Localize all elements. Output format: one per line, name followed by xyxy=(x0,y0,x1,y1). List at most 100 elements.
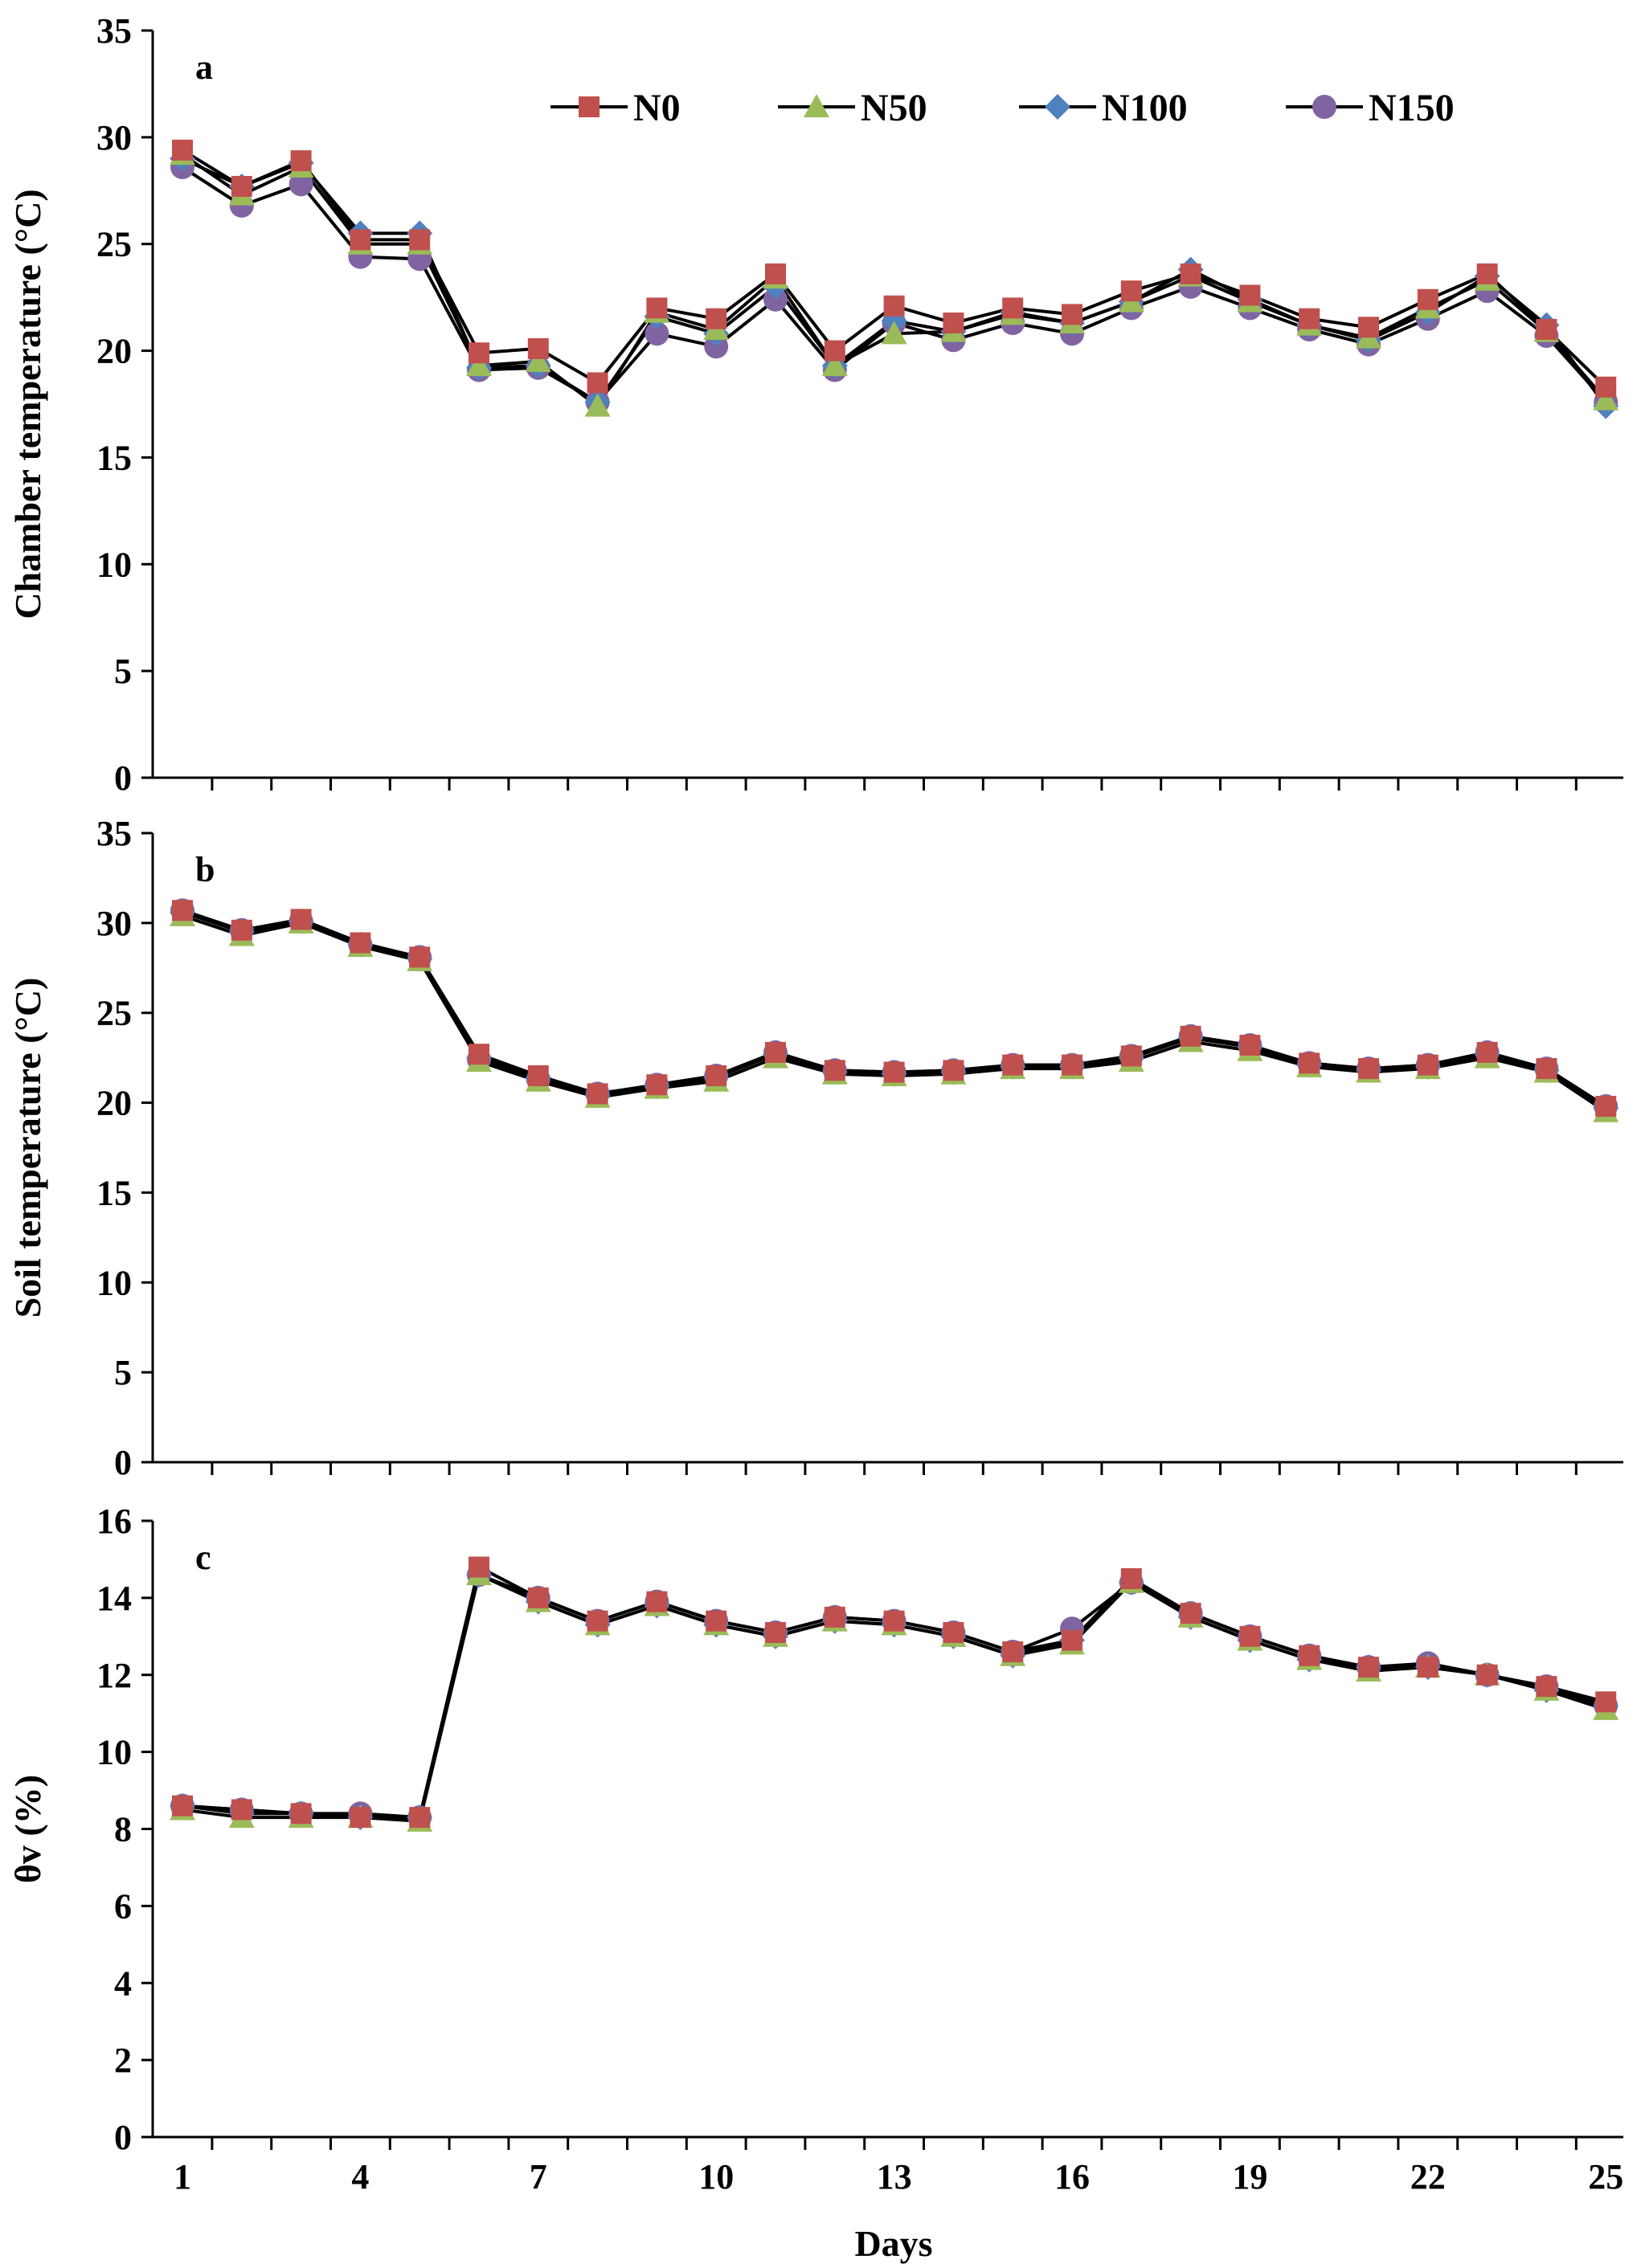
point-N0 xyxy=(943,313,964,334)
point-N0 xyxy=(231,1799,252,1821)
point-N0 xyxy=(1180,1603,1201,1624)
point-N0 xyxy=(1358,1058,1379,1080)
y-tick-label: 15 xyxy=(96,1173,132,1212)
legend-marker-N150 xyxy=(1312,95,1336,119)
point-N0 xyxy=(1536,319,1557,340)
series-markers-N50 xyxy=(170,1562,1619,1832)
y-tick-label: 4 xyxy=(114,1964,132,2003)
y-tick-label: 12 xyxy=(96,1656,132,1695)
x-tick-label: 4 xyxy=(351,2157,369,2196)
x-tick-label: 22 xyxy=(1410,2157,1446,2196)
point-N0 xyxy=(824,1606,845,1628)
series-markers-N100 xyxy=(170,145,1619,419)
series-markers-N0 xyxy=(172,900,1617,1118)
point-N0 xyxy=(1299,308,1320,329)
point-N0 xyxy=(1120,1567,1142,1589)
series-markers-N150 xyxy=(170,1563,1619,1830)
legend-item-N0: N0 xyxy=(550,87,681,129)
point-N0 xyxy=(883,295,905,317)
point-N0 xyxy=(646,1074,668,1096)
point-N0 xyxy=(943,1060,964,1081)
point-N0 xyxy=(409,946,431,968)
point-N0 xyxy=(824,1060,845,1081)
legend-marker-N50 xyxy=(804,94,829,117)
panel-letter: a xyxy=(195,47,213,87)
point-N0 xyxy=(1002,1641,1024,1662)
point-N0 xyxy=(765,1041,786,1063)
point-N0 xyxy=(172,900,193,922)
point-N0 xyxy=(527,1065,549,1087)
point-N0 xyxy=(1536,1058,1557,1080)
point-N0 xyxy=(172,1795,193,1816)
x-tick-label: 7 xyxy=(530,2157,547,2196)
legend-label: N50 xyxy=(861,87,927,129)
point-N0 xyxy=(1299,1645,1320,1666)
point-N0 xyxy=(587,372,608,394)
point-N0 xyxy=(1417,288,1439,310)
legend-label: N150 xyxy=(1369,87,1455,129)
point-N0 xyxy=(409,229,431,251)
legend-item-N100: N100 xyxy=(1019,87,1188,129)
point-N0 xyxy=(231,175,252,197)
point-N0 xyxy=(172,139,193,161)
y-tick-label: 8 xyxy=(114,1810,132,1849)
point-N0 xyxy=(1120,1045,1142,1067)
series-markers-N100 xyxy=(170,1562,1619,1831)
series-markers-N100 xyxy=(170,899,1619,1122)
point-N150 xyxy=(289,172,313,197)
point-N0 xyxy=(527,337,549,359)
point-N0 xyxy=(1595,376,1617,398)
y-tick-label: 0 xyxy=(114,1443,132,1482)
y-tick-label: 2 xyxy=(114,2041,132,2080)
y-tick-label: 10 xyxy=(96,1733,132,1772)
legend-marker-N100 xyxy=(1045,94,1070,120)
series-markers-N150 xyxy=(170,155,1619,415)
legend-item-N50: N50 xyxy=(778,87,927,129)
panel-b: 0 5 10 15 20 25 30 35 b Soil temperature (°C) xyxy=(7,814,1623,1482)
x-axis-title: Days xyxy=(854,2223,932,2264)
point-N0 xyxy=(469,342,489,364)
panel-letter: c xyxy=(195,1538,211,1577)
point-N0 xyxy=(646,1591,668,1612)
point-N0 xyxy=(409,1807,431,1829)
series-line-N150 xyxy=(181,166,1607,404)
point-N0 xyxy=(350,1807,371,1829)
point-N0 xyxy=(1476,1041,1498,1063)
point-N0 xyxy=(1180,1025,1201,1047)
point-N150 xyxy=(645,321,669,346)
point-N0 xyxy=(1239,1034,1261,1056)
y-tick-label: 25 xyxy=(96,225,132,264)
point-N0 xyxy=(883,1061,905,1083)
point-N0 xyxy=(824,340,845,362)
x-tick-label: 19 xyxy=(1232,2157,1267,2196)
point-N0 xyxy=(706,1065,727,1087)
point-N0 xyxy=(1417,1054,1439,1076)
point-N0 xyxy=(587,1083,608,1105)
point-N0 xyxy=(527,1587,549,1608)
x-tick-label: 10 xyxy=(698,2157,734,2196)
x-tick-label: 1 xyxy=(174,2157,191,2196)
point-N0 xyxy=(706,308,727,329)
series-line-N0 xyxy=(182,1565,1606,1820)
legend: N0 N50 N100 N150 xyxy=(550,87,1455,129)
y-tick-label: 30 xyxy=(96,904,132,943)
x-tick-label: 16 xyxy=(1054,2157,1090,2196)
point-N0 xyxy=(587,1610,608,1632)
point-N0 xyxy=(350,932,371,954)
point-N50 xyxy=(466,353,492,377)
point-N0 xyxy=(1062,1054,1082,1076)
y-tick-label: 30 xyxy=(96,118,132,157)
point-N0 xyxy=(290,909,312,930)
y-tick-label: 35 xyxy=(96,11,132,51)
y-tick-label: 0 xyxy=(114,2118,132,2157)
point-N0 xyxy=(1002,1054,1024,1076)
point-N0 xyxy=(706,1610,727,1632)
point-N0 xyxy=(469,1044,489,1065)
y-tick-label: 0 xyxy=(114,758,132,798)
series-markers-N50 xyxy=(170,902,1619,1122)
y-tick-label: 14 xyxy=(96,1579,132,1618)
y-axis-title: Soil temperature (°C) xyxy=(7,978,48,1318)
series-line-N0 xyxy=(181,149,1607,389)
